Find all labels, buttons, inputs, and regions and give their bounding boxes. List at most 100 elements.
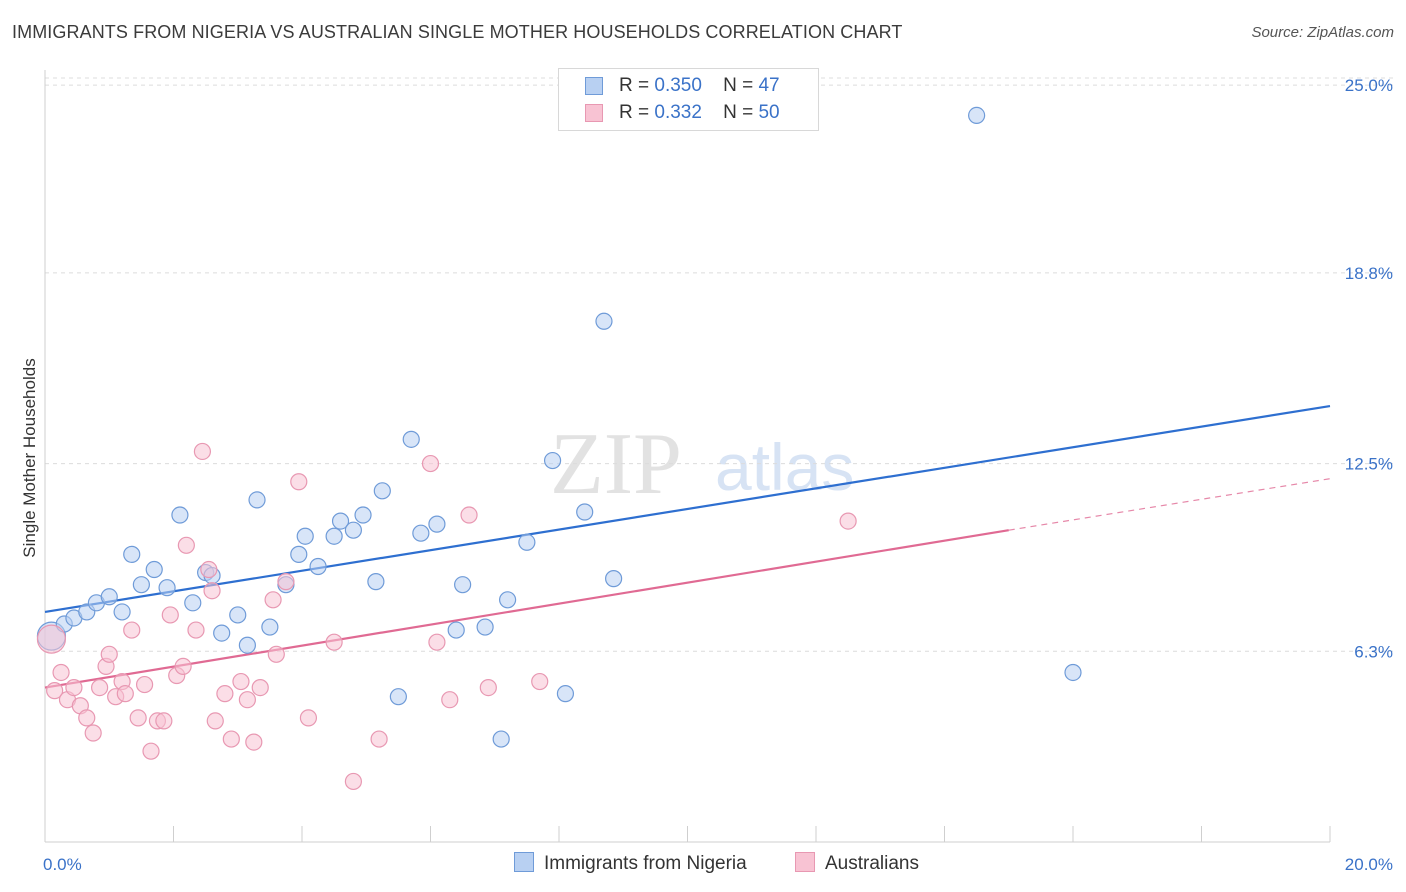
- point-australians: [460, 506, 478, 524]
- series-legend-nigeria: Immigrants from Nigeria: [514, 852, 747, 875]
- legend-r-label: R =: [619, 75, 650, 96]
- series-legend-australians: Australians: [795, 852, 919, 875]
- point-nigeria: [113, 603, 131, 621]
- chart-title: IMMIGRANTS FROM NIGERIA VS AUSTRALIAN SI…: [12, 22, 903, 42]
- tick-labels: 6.3% 12.5% 18.8% 25.0% 0.0% 20.0%: [43, 76, 1393, 874]
- point-nigeria: [261, 618, 279, 636]
- point-australians: [65, 678, 83, 697]
- y-tick-label: 18.8%: [1345, 264, 1393, 283]
- point-nigeria: [158, 579, 176, 597]
- point-australians: [839, 512, 857, 530]
- legend-n-value: 50: [758, 102, 780, 123]
- point-nigeria: [229, 606, 247, 624]
- y-axis-label: Single Mother Households: [20, 358, 39, 558]
- point-nigeria: [171, 506, 189, 524]
- point-nigeria: [367, 573, 385, 591]
- point-nigeria: [389, 688, 407, 706]
- point-australians: [161, 606, 179, 624]
- point-nigeria: [492, 730, 510, 748]
- axes: [44, 70, 1331, 843]
- y-tick-label: 6.3%: [1354, 642, 1393, 661]
- point-australians: [142, 742, 160, 760]
- point-australians: [52, 663, 70, 682]
- point-nigeria: [428, 515, 446, 533]
- watermark-zip: ZIP: [550, 416, 682, 513]
- point-australians: [479, 678, 497, 697]
- point-nigeria: [354, 506, 372, 524]
- point-australians: [206, 712, 224, 730]
- point-nigeria: [184, 594, 202, 612]
- point-nigeria: [476, 618, 494, 636]
- point-nigeria: [325, 527, 343, 545]
- trend-line-australians: [44, 529, 1009, 689]
- point-australians: [290, 473, 308, 491]
- watermark: ZIP atlas: [550, 416, 854, 513]
- legend-r-value: 0.350: [654, 75, 702, 96]
- point-australians: [264, 591, 282, 609]
- point-australians: [177, 536, 195, 554]
- y-tick-label: 25.0%: [1345, 76, 1393, 95]
- point-nigeria: [447, 621, 465, 639]
- point-nigeria: [402, 430, 420, 448]
- source-label: Source: ZipAtlas.com: [1251, 24, 1394, 41]
- point-australians: [174, 657, 192, 676]
- point-australians: [129, 709, 147, 727]
- point-australians: [200, 560, 218, 579]
- point-nigeria: [344, 521, 362, 539]
- legend-swatch-pink: [585, 104, 603, 122]
- point-nigeria: [412, 524, 430, 542]
- legend-r-value: 0.332: [654, 102, 702, 123]
- point-australians: [238, 691, 256, 709]
- point-australians: [216, 685, 234, 703]
- point-nigeria: [576, 503, 594, 521]
- watermark-atlas: atlas: [715, 430, 854, 504]
- legend-r-label: R =: [619, 102, 650, 123]
- point-australians: [267, 645, 285, 663]
- legend-n-label: N =: [723, 75, 754, 96]
- point-australians: [135, 675, 154, 694]
- stats-legend: R = 0.350 N = 47 R = 0.332 N = 50: [558, 68, 819, 131]
- legend-swatch-blue: [514, 852, 534, 872]
- point-australians: [245, 733, 263, 751]
- x-tick-label: 20.0%: [1345, 855, 1393, 874]
- series-legend-label: Immigrants from Nigeria: [544, 853, 747, 874]
- point-australians: [251, 678, 269, 697]
- point-nigeria: [968, 106, 986, 125]
- trend-lines: [44, 404, 1331, 689]
- point-australians: [325, 633, 343, 651]
- point-australians: [100, 645, 118, 663]
- point-australians: [187, 621, 205, 639]
- point-australians: [370, 730, 388, 748]
- data-points: [36, 106, 1082, 791]
- series-legend-label: Australians: [825, 853, 919, 874]
- legend-n-label: N =: [723, 102, 754, 123]
- point-australians: [421, 454, 440, 473]
- point-nigeria: [595, 312, 613, 330]
- point-nigeria: [543, 451, 562, 470]
- point-australians: [193, 442, 212, 461]
- point-nigeria: [605, 570, 623, 588]
- point-australians: [36, 624, 67, 654]
- point-australians: [531, 672, 549, 691]
- y-tick-label: 12.5%: [1345, 455, 1393, 474]
- point-australians: [222, 730, 240, 748]
- point-nigeria: [145, 560, 163, 579]
- point-nigeria: [518, 533, 536, 551]
- point-nigeria: [556, 685, 575, 703]
- point-nigeria: [100, 588, 118, 606]
- point-nigeria: [248, 491, 266, 509]
- point-australians: [46, 682, 64, 700]
- legend-n-value: 47: [758, 75, 780, 96]
- point-nigeria: [1064, 663, 1082, 682]
- trend-line-nigeria: [44, 404, 1331, 613]
- point-australians: [116, 685, 134, 703]
- point-nigeria: [123, 545, 141, 563]
- point-australians: [91, 678, 109, 697]
- point-australians: [277, 573, 295, 591]
- point-australians: [84, 724, 102, 742]
- point-nigeria: [373, 482, 391, 500]
- point-nigeria: [499, 591, 517, 609]
- point-nigeria: [296, 527, 314, 545]
- point-australians: [203, 582, 221, 600]
